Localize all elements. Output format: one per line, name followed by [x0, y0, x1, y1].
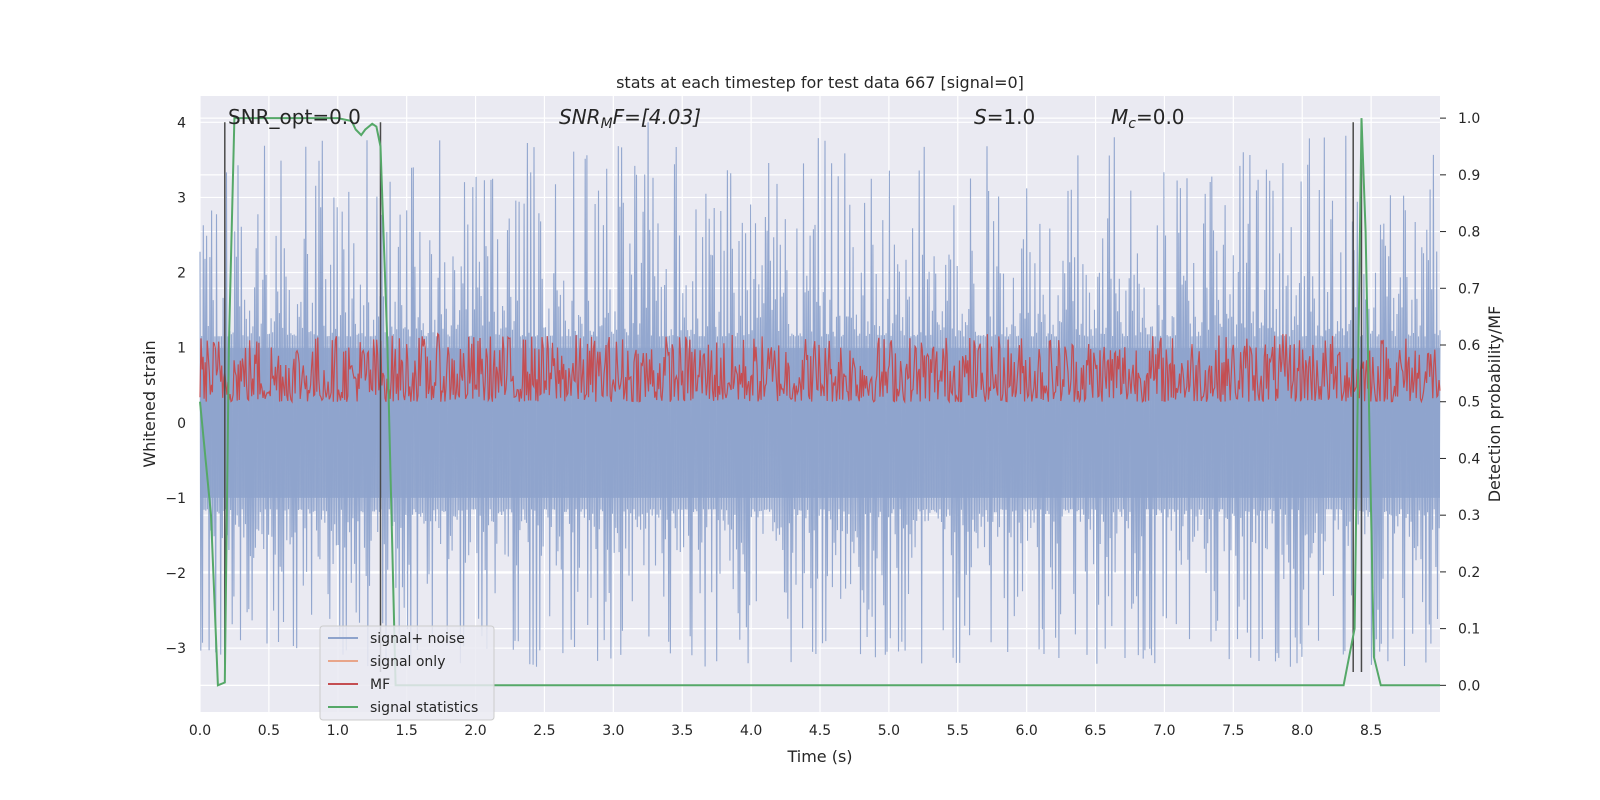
y-tick-label-right: 1.0	[1458, 111, 1480, 127]
x-tick-label: 2.5	[533, 723, 555, 739]
x-tick-label: 5.0	[878, 723, 900, 739]
x-tick-label: 0.0	[189, 723, 211, 739]
y-tick-label-right: 0.3	[1458, 508, 1480, 524]
y-tick-label-right: 0.0	[1458, 678, 1480, 694]
signal-statistics-series	[199, 117, 1440, 687]
y-tick-label-left: 2	[177, 266, 186, 282]
y-tick-label-left: −3	[165, 641, 186, 657]
legend-label-signal-noise: signal+ noise	[370, 631, 465, 647]
y-tick-label-left: 1	[177, 341, 186, 357]
x-tick-label: 8.5	[1360, 723, 1382, 739]
annotation-s: S=1.0	[974, 105, 1035, 129]
annotation-mc: Mc=0.0	[1111, 105, 1185, 132]
y-tick-label-right: 0.6	[1458, 338, 1480, 354]
x-tick-label: 1.0	[327, 723, 349, 739]
x-tick-label: 3.0	[602, 723, 624, 739]
legend-label-mf: MF	[370, 677, 390, 693]
x-tick-label: 3.5	[671, 723, 693, 739]
x-tick-label: 4.5	[809, 723, 831, 739]
mf-line	[199, 332, 1441, 404]
legend-label-signal-only: signal only	[370, 654, 445, 670]
vertical-markers	[224, 122, 1363, 672]
signal-noise-line	[199, 122, 1441, 667]
x-tick-label: 4.0	[740, 723, 762, 739]
x-tick-label: 7.5	[1222, 723, 1244, 739]
y-tick-label-right: 0.7	[1458, 281, 1480, 297]
legend: signal+ noise signal only MF signal stat…	[319, 625, 495, 721]
y-tick-label-right: 0.1	[1458, 622, 1480, 638]
y-tick-label-left: 0	[177, 416, 186, 432]
x-tick-label: 7.0	[1153, 723, 1175, 739]
y-tick-label-right: 0.8	[1458, 225, 1480, 241]
y-tick-label-left: 3	[177, 190, 186, 206]
y-axis-label-right: Detection probability/MF	[1485, 306, 1504, 503]
x-tick-label: 1.5	[396, 723, 418, 739]
x-tick-label: 2.0	[464, 723, 486, 739]
y-ticks-left: 4 3 2 1 0 −1 −2 −3	[165, 115, 186, 657]
y-tick-label-right: 0.4	[1458, 451, 1480, 467]
y-ticks-right: 1.0 0.9 0.8 0.7 0.6 0.5 0.4 0.3 0.2 0.1 0.0	[1440, 111, 1480, 694]
y-axis-label-left: Whitened strain	[140, 340, 159, 467]
y-tick-label-right: 0.5	[1458, 395, 1480, 411]
mf-series	[199, 332, 1441, 404]
y-tick-label-right: 0.2	[1458, 565, 1480, 581]
chart-title: stats at each timestep for test data 667…	[616, 73, 1024, 92]
x-tick-label: 6.0	[1016, 723, 1038, 739]
y-tick-label-left: 4	[177, 115, 186, 131]
x-tick-label: 8.0	[1291, 723, 1313, 739]
signal-statistics-line	[199, 117, 1440, 687]
x-tick-label: 5.5	[947, 723, 969, 739]
legend-box	[319, 625, 495, 721]
y-tick-label-left: −1	[165, 491, 186, 507]
annotation-snr-mf: SNRMF=[4.03]	[559, 105, 701, 132]
x-ticks: 0.0 0.5 1.0 1.5 2.0 2.5 3.0 3.5 4.0 4.5 5.0 5.5 6.0 6…	[189, 723, 1382, 739]
y-tick-label-right: 0.9	[1458, 168, 1480, 184]
x-tick-label: 6.5	[1084, 723, 1106, 739]
legend-label-signal-statistics: signal statistics	[370, 700, 478, 716]
annotation-snr-opt: SNR_opt=0.0	[228, 105, 361, 129]
y-tick-label-left: −2	[165, 566, 186, 582]
x-axis-label: Time (s)	[786, 747, 852, 766]
x-tick-label: 0.5	[258, 723, 280, 739]
